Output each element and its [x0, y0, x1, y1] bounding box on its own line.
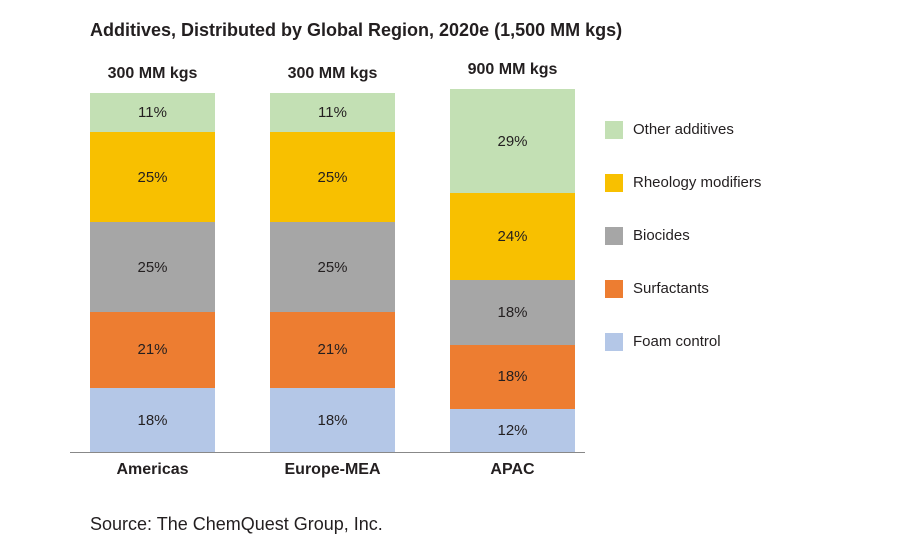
bars-wrap: 300 MM kgs11%25%25%21%18%Americas300 MM …	[30, 61, 575, 479]
bar-segment-rheology_modifiers: 25%	[270, 132, 395, 222]
segment-value-suffix: %	[334, 412, 347, 429]
segment-value-label: 25	[137, 259, 154, 276]
segment-value-label: 29	[497, 133, 514, 150]
axis-baseline	[70, 452, 585, 453]
bar-segment-surfactants: 18%	[450, 345, 575, 410]
segment-value-suffix: %	[514, 133, 527, 150]
segment-value-label: 24	[497, 228, 514, 245]
bar-top-label: 300 MM kgs	[288, 65, 378, 83]
legend-swatch	[605, 121, 623, 139]
bar-segment-foam_control: 12%	[450, 409, 575, 452]
segment-value-label: 18	[137, 412, 154, 429]
legend-label: Other additives	[633, 121, 734, 139]
segment-value-label: 18	[317, 412, 334, 429]
segment-value-label: 11	[138, 104, 154, 121]
bar-category-label: Europe-MEA	[270, 461, 395, 479]
legend-label: Foam control	[633, 333, 721, 351]
segment-value-suffix: %	[334, 259, 347, 276]
segment-value-label: 25	[317, 169, 334, 186]
segment-value-suffix: %	[154, 259, 167, 276]
segment-value-label: 11	[318, 104, 334, 121]
bar-segment-biocides: 18%	[450, 280, 575, 345]
bar-segment-surfactants: 21%	[270, 312, 395, 388]
bars-region: 300 MM kgs11%25%25%21%18%Americas300 MM …	[30, 61, 575, 479]
segment-value-suffix: %	[154, 341, 167, 358]
source-text: Source: The ChemQuest Group, Inc.	[90, 514, 870, 535]
bar-segment-biocides: 25%	[270, 222, 395, 312]
bar-segment-rheology_modifiers: 24%	[450, 193, 575, 279]
segment-value-label: 18	[497, 304, 514, 321]
legend-swatch	[605, 174, 623, 192]
segment-value-label: 25	[137, 169, 154, 186]
legend-label: Rheology modifiers	[633, 174, 761, 192]
segment-value-suffix: %	[154, 169, 167, 186]
bar-stack: 11%25%25%21%18%	[270, 93, 395, 453]
bar-segment-other_additives: 29%	[450, 89, 575, 193]
legend-item-other_additives: Other additives	[605, 121, 761, 139]
bar-column: 900 MM kgs29%24%18%18%12%APAC	[450, 61, 575, 479]
bar-stack: 29%24%18%18%12%	[450, 89, 575, 453]
segment-value-suffix: %	[514, 368, 527, 385]
bar-segment-biocides: 25%	[90, 222, 215, 312]
segment-value-suffix: %	[514, 228, 527, 245]
bar-segment-foam_control: 18%	[270, 388, 395, 453]
segment-value-label: 21	[137, 341, 154, 358]
segment-value-label: 21	[317, 341, 334, 358]
legend-item-biocides: Biocides	[605, 227, 761, 245]
legend: Other additives Rheology modifiers Biocide…	[595, 61, 761, 351]
chart-area: 300 MM kgs11%25%25%21%18%Americas300 MM …	[30, 61, 870, 479]
bar-segment-foam_control: 18%	[90, 388, 215, 453]
legend-item-foam_control: Foam control	[605, 333, 761, 351]
legend-label: Surfactants	[633, 280, 709, 298]
bar-segment-rheology_modifiers: 25%	[90, 132, 215, 222]
bar-column: 300 MM kgs11%25%25%21%18%Americas	[90, 65, 215, 479]
bar-category-label: APAC	[450, 461, 575, 479]
segment-value-suffix: %	[514, 304, 527, 321]
bar-stack: 11%25%25%21%18%	[90, 93, 215, 453]
bar-segment-other_additives: 11%	[270, 93, 395, 133]
segment-value-suffix: %	[334, 104, 347, 121]
segment-value-suffix: %	[514, 422, 527, 439]
segment-value-label: 12	[497, 422, 514, 439]
legend-swatch	[605, 333, 623, 351]
bar-top-label: 300 MM kgs	[108, 65, 198, 83]
legend-item-surfactants: Surfactants	[605, 280, 761, 298]
legend-item-rheology_modifiers: Rheology modifiers	[605, 174, 761, 192]
segment-value-suffix: %	[154, 412, 167, 429]
legend-swatch	[605, 227, 623, 245]
bar-segment-surfactants: 21%	[90, 312, 215, 388]
legend-swatch	[605, 280, 623, 298]
segment-value-suffix: %	[154, 104, 167, 121]
bar-segment-other_additives: 11%	[90, 93, 215, 133]
bar-category-label: Americas	[90, 461, 215, 479]
bar-top-label: 900 MM kgs	[468, 61, 558, 79]
segment-value-suffix: %	[334, 341, 347, 358]
legend-label: Biocides	[633, 227, 690, 245]
bar-column: 300 MM kgs11%25%25%21%18%Europe-MEA	[270, 65, 395, 479]
chart-title: Additives, Distributed by Global Region,…	[90, 20, 870, 41]
segment-value-label: 18	[497, 368, 514, 385]
segment-value-label: 25	[317, 259, 334, 276]
segment-value-suffix: %	[334, 169, 347, 186]
